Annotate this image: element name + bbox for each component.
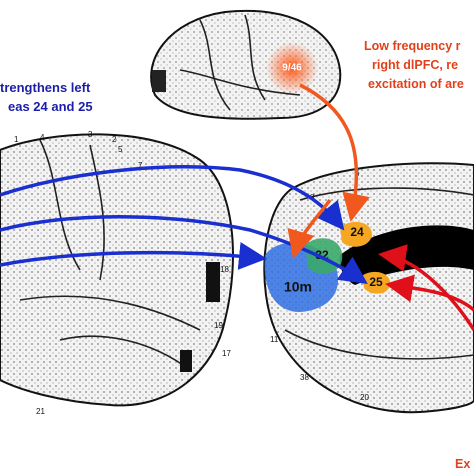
arrow [287,198,332,259]
area-label: 10m [284,279,312,295]
dark-area [152,70,166,92]
area-number: 18 [220,265,229,274]
area-24 [340,221,372,247]
area-number: 11 [270,335,279,344]
arrow [299,83,370,222]
area-number: 1 [14,135,19,144]
area-25 [362,271,391,294]
arrows [0,83,474,331]
area-label: 9/46 [282,63,302,74]
arrow [0,165,345,231]
arrow [378,244,474,331]
top-brain: 9/46 [150,9,342,120]
area-number: 5 [118,145,123,154]
caption: trengthens left [0,80,91,95]
area-number: 19 [214,321,223,330]
caption: Ex [455,457,470,471]
area-number: 17 [222,349,231,358]
area-label: 24 [350,225,364,239]
glow [266,42,318,94]
caption: right dlPFC, re [372,58,458,72]
area-number: 2 [112,135,117,144]
area-number: 20 [360,393,369,402]
arrow [0,215,368,284]
area-number: 21 [36,407,45,416]
arrow [0,241,267,270]
area-label: 25 [369,275,383,289]
area-number: 7 [138,161,143,170]
caption: eas 24 and 25 [8,99,93,114]
caption: excitation of are [368,77,464,91]
arrow [385,274,474,312]
area-number: 38 [300,373,309,382]
area-number: 3 [88,130,93,139]
area-number: 4 [40,133,45,142]
caption: Low frequency r [364,39,461,53]
lateral-brain: 1 2 3 4 5 7 18 19 17 21 [0,130,234,416]
